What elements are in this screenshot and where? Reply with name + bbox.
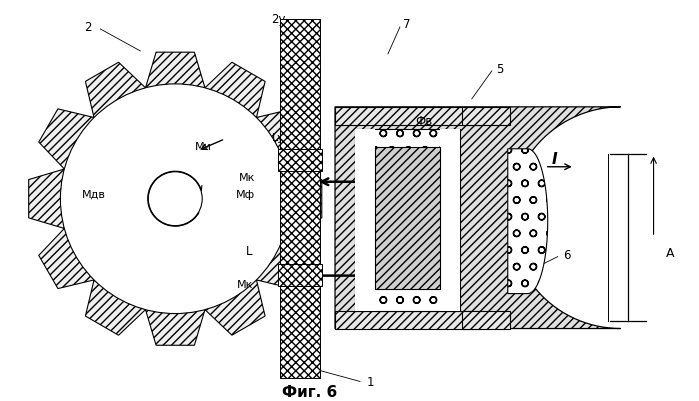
Text: Фв: Фв: [415, 115, 432, 128]
Polygon shape: [507, 150, 548, 294]
Bar: [280, 20, 320, 150]
Bar: [280, 171, 320, 264]
Bar: [278, 264, 322, 286]
Text: A: A: [665, 246, 674, 259]
Text: Фиг. 6: Фиг. 6: [282, 384, 338, 399]
Bar: [355, 130, 460, 311]
Text: Мф: Мф: [236, 189, 255, 199]
Text: Ми: Ми: [195, 142, 212, 152]
Text: 1: 1: [367, 375, 375, 388]
Bar: [462, 311, 510, 329]
Polygon shape: [335, 107, 621, 329]
Text: L: L: [245, 245, 252, 257]
Bar: [462, 107, 510, 126]
Bar: [440, 130, 460, 311]
Bar: [355, 130, 375, 311]
Text: Мдв: Мдв: [82, 189, 106, 199]
Circle shape: [60, 85, 290, 314]
Text: I: I: [552, 152, 558, 167]
Bar: [280, 286, 320, 379]
Text: 2: 2: [85, 21, 92, 34]
Bar: [335, 107, 480, 126]
Text: 2у: 2у: [271, 14, 285, 26]
Text: Мк: Мк: [237, 279, 253, 289]
Text: Мтр: Мтр: [150, 199, 173, 209]
Text: Lу: Lу: [272, 132, 284, 142]
Circle shape: [148, 172, 202, 226]
Text: 6: 6: [563, 249, 570, 261]
Text: Мк: Мк: [239, 172, 255, 182]
Text: 2': 2': [295, 256, 305, 266]
Bar: [375, 148, 440, 289]
Text: 5: 5: [496, 63, 503, 76]
Bar: [335, 311, 480, 329]
Polygon shape: [29, 53, 322, 345]
Bar: [278, 150, 322, 171]
Text: 7: 7: [403, 18, 411, 31]
